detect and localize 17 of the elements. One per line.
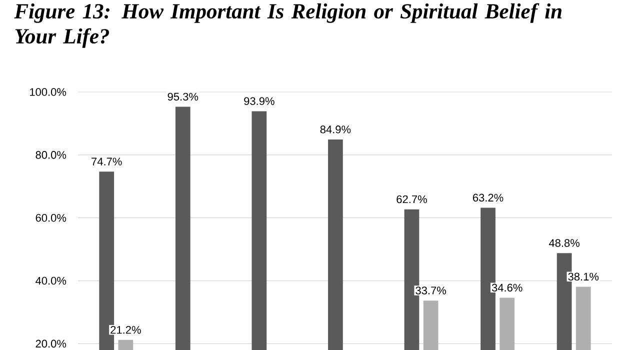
data-label: 93.9% <box>244 97 274 105</box>
y-tick-label: 100.0% <box>30 88 66 96</box>
data-label: 74.7% <box>92 158 122 166</box>
y-tick-label: 60.0% <box>36 214 66 222</box>
data-label: 95.3% <box>168 92 198 101</box>
data-label: 84.9% <box>320 126 351 134</box>
y-tick-label: 80.0% <box>36 151 66 159</box>
y-tick-label: 20.0% <box>36 340 66 348</box>
data-label: 38.1% <box>568 272 599 281</box>
data-label: 33.7% <box>416 286 446 294</box>
data-label: 34.6% <box>492 284 522 292</box>
y-tick-label: 40.0% <box>36 276 66 285</box>
chart-title: Figure 13: How Important Is Religion or Spiritual Belief in Your Life? <box>14 3 562 48</box>
data-label: 21.2% <box>110 326 141 334</box>
data-label: 63.2% <box>473 194 504 202</box>
data-label: 62.7% <box>396 195 427 204</box>
data-label: 48.8% <box>548 239 580 247</box>
